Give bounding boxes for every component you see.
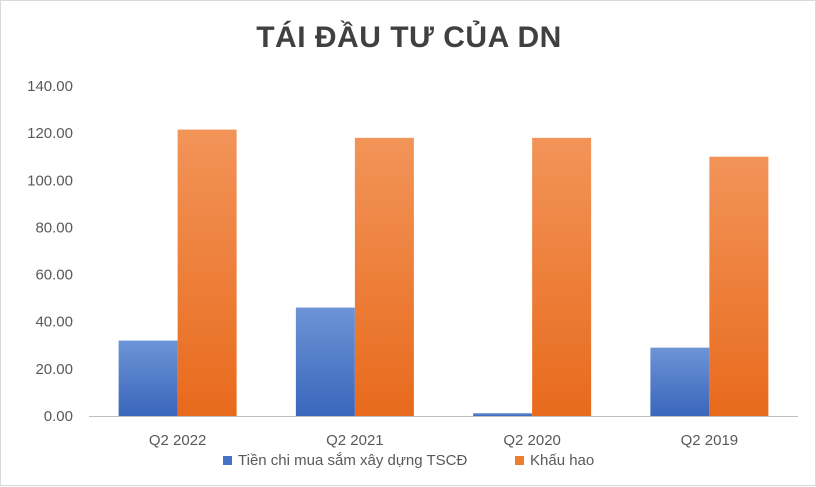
legend-label-khau-hao: Khấu hao	[530, 452, 594, 469]
y-axis: 0.00 20.00 40.00 60.00 80.00 100.00 120.00 140.…	[27, 78, 73, 425]
legend-swatch-khau-hao	[515, 456, 524, 465]
bar-tien-chi	[650, 347, 710, 416]
legend: Tiền chi mua sắm xây dựng TSCĐ Khấu hao	[223, 452, 594, 469]
bar-khau-hao	[177, 129, 237, 416]
y-tick-label: 120.00	[27, 125, 73, 142]
x-axis: Q2 2022 Q2 2021 Q2 2020 Q2 2019	[89, 416, 798, 449]
bar-khau-hao	[354, 137, 414, 416]
x-tick-label: Q2 2021	[326, 432, 384, 449]
bar-tien-chi	[118, 340, 178, 416]
legend-label-tien-chi: Tiền chi mua sắm xây dựng TSCĐ	[238, 452, 467, 469]
legend-swatch-tien-chi	[223, 456, 232, 465]
y-tick-label: 100.00	[27, 172, 73, 189]
chart-title: TÁI ĐẦU TƯ CỦA DN	[256, 21, 562, 54]
y-tick-label: 20.00	[35, 361, 73, 378]
y-tick-label: 40.00	[35, 314, 73, 331]
bar-khau-hao	[532, 137, 592, 416]
y-tick-label: 60.00	[35, 267, 73, 284]
x-tick-label: Q2 2020	[503, 432, 561, 449]
x-tick-label: Q2 2019	[681, 432, 739, 449]
x-tick-label: Q2 2022	[149, 432, 207, 449]
y-tick-label: 80.00	[35, 219, 73, 236]
y-tick-label: 140.00	[27, 78, 73, 95]
bar-tien-chi	[295, 307, 355, 416]
bar-khau-hao	[709, 156, 769, 416]
bar-tien-chi	[473, 413, 533, 416]
y-tick-label: 0.00	[44, 408, 73, 425]
bars-group	[118, 129, 769, 416]
